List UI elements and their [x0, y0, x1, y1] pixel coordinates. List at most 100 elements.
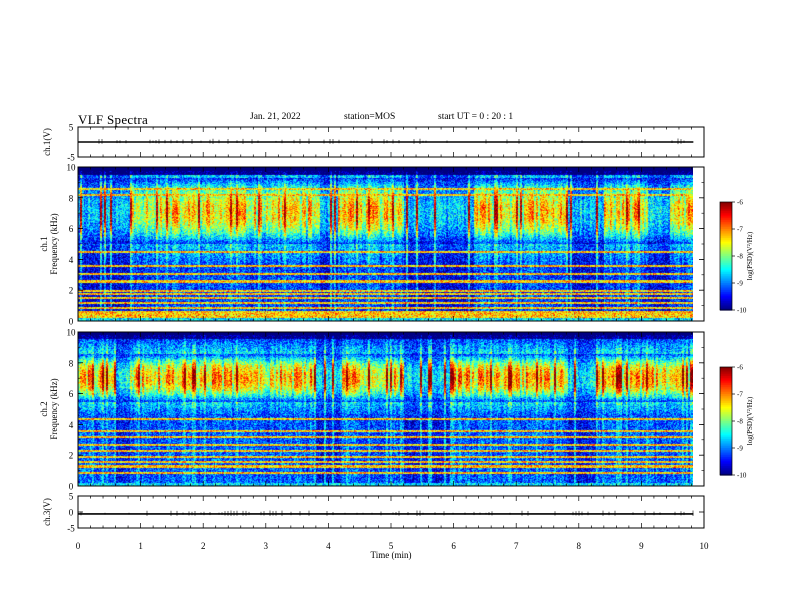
colorbar-cell	[720, 410, 732, 413]
colorbar-cell	[720, 417, 732, 420]
colorbar-cell	[720, 304, 732, 307]
colorbar-cell	[720, 469, 732, 472]
colorbar-cell	[720, 446, 732, 449]
colorbar-cell	[720, 238, 732, 241]
y-tick-label: 5	[69, 123, 74, 133]
colorbar-cell	[720, 422, 732, 426]
colorbar-cell	[720, 275, 732, 279]
colorbar-cell	[720, 234, 732, 237]
colorbar-tick-label: -9	[737, 280, 743, 288]
colorbar-cell	[720, 415, 732, 418]
colorbar-cell	[720, 286, 732, 289]
colorbar-cell	[720, 413, 732, 417]
colorbar-cell	[720, 306, 732, 309]
colorbar-cell	[720, 225, 732, 228]
colorbar-cell	[720, 236, 732, 239]
colorbar-cell	[720, 399, 732, 402]
colorbar-cell	[720, 460, 732, 463]
colorbar-cell	[720, 403, 732, 406]
x-tick-label: 5	[389, 541, 394, 551]
colorbar-cell	[720, 453, 732, 456]
colorbar-cell	[720, 437, 732, 440]
colorbar-tick-label: -6	[737, 364, 743, 372]
colorbar-cell	[720, 421, 732, 424]
colorbar-cell	[720, 288, 732, 291]
colorbar-cell	[720, 218, 732, 221]
colorbar-cell	[720, 283, 732, 286]
colorbar-cell	[720, 457, 732, 460]
colorbar-cell	[720, 412, 732, 415]
colorbar-cell	[720, 377, 732, 381]
colorbar-cell	[720, 256, 732, 259]
ch2_spectrogram-ylabel: ch.2	[39, 401, 49, 416]
y-tick-label: 2	[69, 286, 74, 296]
colorbar-cell	[720, 227, 732, 230]
colorbar-cell	[720, 397, 732, 400]
colorbar-tick-label: -8	[737, 418, 743, 426]
colorbar-cell	[720, 372, 732, 375]
colorbar-cell	[720, 379, 732, 382]
x-tick-label: 9	[639, 541, 644, 551]
colorbar-cell	[720, 433, 732, 436]
x-tick-label: 7	[514, 541, 519, 551]
y-tick-label: 2	[69, 451, 74, 461]
colorbar-cell	[720, 223, 732, 226]
colorbar-cell	[720, 216, 732, 219]
colorbar-cell	[720, 302, 732, 306]
colorbar-cell	[720, 220, 732, 223]
x-tick-label: 10	[700, 541, 710, 551]
colorbar-cell	[720, 239, 732, 243]
y-tick-label: 6	[69, 224, 74, 234]
colorbar-cell	[720, 281, 732, 284]
colorbar-cell	[720, 381, 732, 384]
colorbar-cell	[720, 229, 732, 232]
colorbar-cell	[720, 270, 732, 273]
colorbar-cell	[720, 424, 732, 427]
colorbar-cell	[720, 301, 732, 304]
y-tick-label: 5	[69, 492, 74, 502]
colorbar-tick-label: -9	[737, 445, 743, 453]
x-tick-label: 8	[577, 541, 582, 551]
x-tick-label: 3	[264, 541, 269, 551]
colorbar-tick-label: -8	[737, 253, 743, 261]
colorbar-cell	[720, 259, 732, 262]
colorbar-tick-label: -10	[737, 472, 747, 480]
colorbar-cell	[720, 207, 732, 210]
colorbar-cell	[720, 290, 732, 293]
colorbar-cell	[720, 209, 732, 212]
colorbar-cell	[720, 221, 732, 225]
colorbar-cell	[720, 386, 732, 390]
colorbar-cell	[720, 401, 732, 404]
colorbar-cell	[720, 295, 732, 298]
colorbar-cell	[720, 250, 732, 253]
colorbar-cell	[720, 245, 732, 248]
colorbar-cell	[720, 449, 732, 453]
colorbar-cell	[720, 293, 732, 297]
colorbar-tick-label: -7	[737, 391, 743, 399]
colorbar-cell	[720, 466, 732, 469]
y-tick-label: 4	[69, 420, 74, 430]
colorbar-cell	[720, 205, 732, 208]
colorbar-cell	[720, 230, 732, 234]
x-tick-label: 0	[76, 541, 81, 551]
colorbar-cell	[720, 392, 732, 395]
colorbar-cell	[720, 261, 732, 264]
colorbar-cell	[720, 376, 732, 379]
colorbar-cell	[720, 274, 732, 277]
colorbar-cell	[720, 426, 732, 429]
colorbar-cell	[720, 383, 732, 386]
colorbar-cell	[720, 451, 732, 454]
colorbar-cell	[720, 448, 732, 451]
colorbar-cell	[720, 440, 732, 444]
colorbar-cell	[720, 292, 732, 295]
colorbar-cell	[720, 464, 732, 467]
colorbar-cell	[720, 442, 732, 445]
colorbar-cell	[720, 455, 732, 458]
y-tick-label: 8	[69, 193, 74, 203]
ch3_waveform-ylabel: ch.3(V)	[42, 498, 52, 526]
x-tick-label: 4	[326, 541, 331, 551]
colorbar-cell	[720, 390, 732, 393]
y-tick-label: 0	[69, 508, 74, 518]
colorbar-cell	[720, 408, 732, 411]
